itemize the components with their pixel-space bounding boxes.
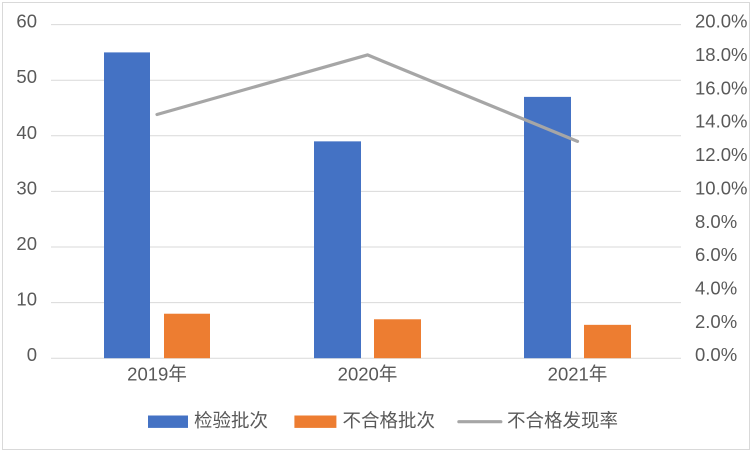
svg-text:2019年: 2019年	[127, 364, 187, 385]
svg-text:10: 10	[16, 289, 37, 310]
svg-text:2.0%: 2.0%	[695, 311, 737, 332]
svg-text:2020年: 2020年	[338, 364, 398, 385]
svg-text:18.0%: 18.0%	[695, 44, 747, 65]
svg-text:检验批次: 检验批次	[194, 410, 268, 431]
svg-text:40: 40	[16, 122, 37, 143]
svg-text:8.0%: 8.0%	[695, 211, 737, 232]
svg-text:6.0%: 6.0%	[695, 244, 737, 265]
svg-text:不合格批次: 不合格批次	[343, 410, 436, 431]
svg-text:不合格发现率: 不合格发现率	[507, 410, 618, 431]
svg-text:20: 20	[16, 233, 37, 254]
svg-text:0: 0	[27, 344, 37, 365]
svg-text:60: 60	[16, 11, 37, 32]
svg-text:12.0%: 12.0%	[695, 144, 747, 165]
svg-text:16.0%: 16.0%	[695, 77, 747, 98]
svg-text:20.0%: 20.0%	[695, 11, 747, 32]
svg-text:4.0%: 4.0%	[695, 278, 737, 299]
svg-text:2021年: 2021年	[548, 364, 608, 385]
svg-text:30: 30	[16, 177, 37, 198]
svg-text:0.0%: 0.0%	[695, 344, 737, 365]
svg-text:14.0%: 14.0%	[695, 111, 747, 132]
svg-text:50: 50	[16, 66, 37, 87]
svg-text:10.0%: 10.0%	[695, 177, 747, 198]
